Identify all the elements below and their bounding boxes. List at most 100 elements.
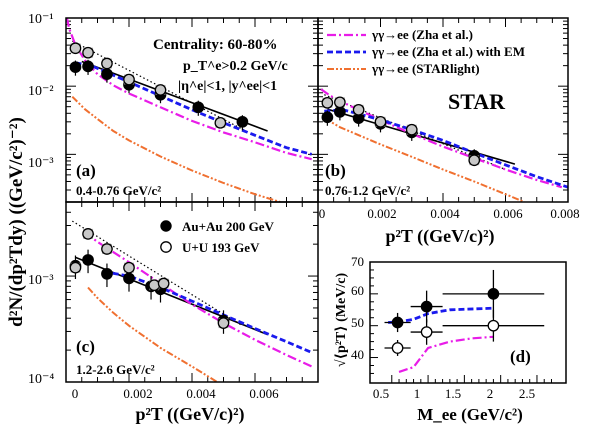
data-point-uu [420, 326, 433, 338]
data-point-uu [321, 96, 334, 109]
data-point-uu [69, 261, 82, 274]
series-solid-a [81, 60, 268, 132]
legend-marker-uu [160, 241, 172, 253]
y-tick-label: 60 [351, 283, 364, 298]
series-dotted-a [72, 40, 249, 133]
data-point-uu [82, 228, 94, 240]
series-dashdot-d [398, 335, 494, 373]
y-axis-title-d: √⟨p²T⟩ (MeV/c) [334, 273, 349, 368]
data-point-uu [217, 317, 230, 329]
data-point-uu [405, 123, 418, 136]
series-dotted-c [71, 220, 243, 327]
x-tick-label: 0 [72, 386, 79, 401]
series-dashdot-a [66, 18, 312, 161]
data-point-auau [192, 101, 205, 114]
x-axis-title-c: p²T ((GeV/c)²) [136, 404, 245, 425]
data-point-auau [236, 115, 249, 128]
x-tick-label: 0.004 [186, 386, 216, 401]
panel-frame-d [369, 261, 567, 384]
y-tick-label: 70 [351, 254, 364, 269]
y-tick-label: 40 [351, 347, 364, 362]
data-point-uu [148, 279, 161, 292]
panel-label-d: (d) [510, 347, 531, 366]
data-point-uu [334, 96, 346, 109]
x-axis-title-b: p²T ((GeV/c)²) [386, 226, 495, 247]
data-point-auau [487, 287, 500, 300]
panel-frame-c [65, 201, 319, 383]
markers-a [69, 42, 249, 131]
data-point-uu [101, 243, 113, 255]
data-point-auau [101, 68, 113, 81]
data-point-auau [123, 272, 135, 285]
x-axis-title-d: M_ee (GeV/c²) [417, 405, 523, 424]
range-label-b: 0.76-1.2 GeV/c² [325, 183, 410, 198]
x-tick-label: 0.002 [123, 386, 152, 401]
x-tick-label: 0.006 [249, 386, 279, 401]
legend-marker-auau [160, 220, 172, 232]
annotation-pt-cut: p_T^e>0.2 GeV/c [183, 59, 288, 74]
y-tick-label: 10⁻³ [28, 273, 54, 288]
markers-d [384, 269, 545, 356]
x-tick-label: 0.004 [430, 206, 460, 221]
y-axis-title: d²N/(dp²Tdy) ((GeV/c²)⁻²) [6, 117, 27, 327]
data-point-auau [334, 106, 346, 118]
data-point-auau [82, 254, 94, 266]
x-tick-label: 0.006 [493, 206, 523, 221]
axis-ticks-a [65, 17, 319, 203]
series-dashdotdot-c [87, 286, 218, 382]
x-tick-label: 1 [414, 386, 421, 401]
curves-a [66, 18, 313, 202]
panel-c [65, 201, 319, 383]
panel-label-b: (b) [325, 161, 346, 180]
series-dashdotdot-a [71, 95, 281, 202]
series-dashed-d [388, 306, 494, 324]
data-point-auau [420, 300, 433, 313]
panel-d [369, 261, 567, 384]
data-point-uu [487, 319, 500, 332]
data-point-uu [69, 42, 82, 55]
series-dashed-a [75, 61, 313, 156]
annotation-eta-cut: |η^e|<1, |y^ee|<1 [178, 79, 277, 94]
data-point-auau [101, 267, 113, 280]
data-point-uu [82, 46, 94, 59]
range-label-c: 1.2-2.6 GeV/c² [76, 362, 155, 377]
data-point-auau [69, 61, 82, 74]
annotation-centrality: Centrality: 60-80% [153, 37, 278, 53]
panel-label-c: (c) [76, 337, 95, 356]
markers-b [321, 96, 481, 167]
data-point-uu [157, 277, 170, 290]
data-point-uu [154, 84, 167, 96]
curves-d [388, 306, 494, 373]
series-dashed-c [103, 270, 313, 354]
x-tick-label: 2.5 [519, 386, 535, 401]
legend-label-dashdotdot: γγ→ee (STARlight) [371, 61, 480, 76]
experiment-label: STAR [448, 89, 506, 114]
legend-label-dashed: γγ→ee (Zha et al.) with EM [371, 44, 525, 59]
series-dashdot-c [84, 231, 313, 368]
x-tick-label: 0.5 [373, 386, 389, 401]
data-point-auau [391, 316, 404, 329]
y-tick-label: 10⁻⁴ [28, 372, 54, 387]
panel-b [317, 17, 569, 203]
y-tick-label: 10⁻³ [28, 156, 54, 171]
data-point-uu [391, 342, 404, 354]
y-tick-label: 10⁻¹ [28, 12, 54, 27]
x-tick-label: 0 [319, 206, 326, 221]
data-point-uu [123, 261, 135, 274]
data-point-uu [468, 154, 481, 167]
y-tick-label: 50 [351, 315, 364, 330]
x-tick-label: 0.002 [367, 206, 396, 221]
x-tick-label: 0.008 [550, 206, 579, 221]
data-point-uu [374, 115, 387, 128]
x-tick-label: 2 [487, 386, 494, 401]
legend-label-uu: U+U 193 GeV [182, 240, 260, 255]
x-tick-label: 1.5 [445, 386, 461, 401]
data-point-uu [123, 73, 135, 86]
data-point-auau [321, 111, 334, 124]
y-tick-label: 10⁻² [28, 84, 54, 99]
data-point-uu [214, 116, 227, 129]
range-label-a: 0.4-0.76 GeV/c² [76, 183, 161, 198]
data-point-uu [101, 57, 113, 70]
series-dashdotdot-b [323, 117, 525, 202]
